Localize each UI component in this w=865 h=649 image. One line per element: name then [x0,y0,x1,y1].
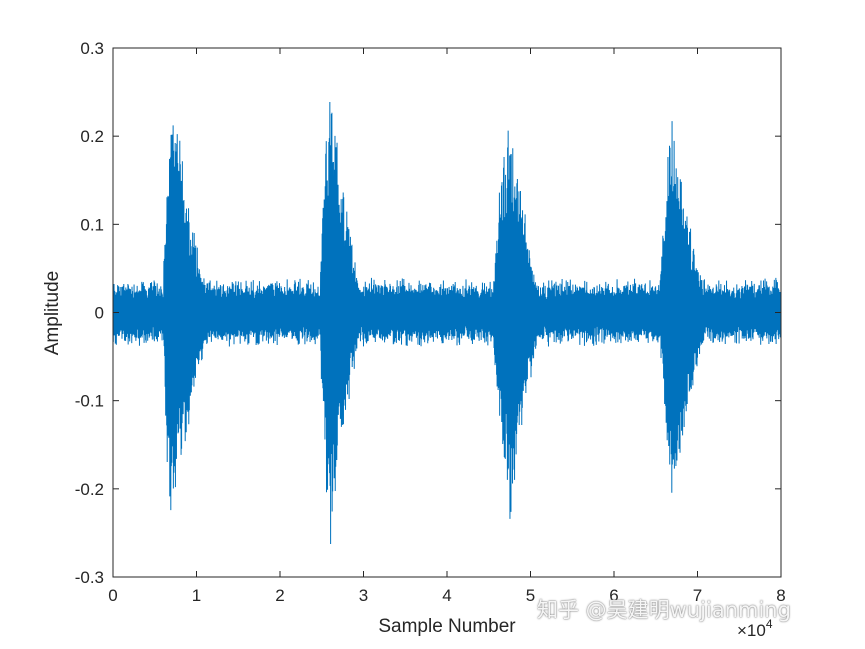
x-exponent-base: ×10 [737,621,766,640]
x-tick-label: 3 [359,586,368,605]
x-exponent-label: ×104 [737,617,773,640]
y-tick-label: 0.1 [80,215,104,234]
x-tick-label: 0 [108,586,117,605]
x-tick-label: 1 [192,586,201,605]
y-tick-label: 0.3 [80,39,104,58]
y-tick-label: -0.1 [75,392,104,411]
y-tick-label: 0 [95,304,104,323]
x-tick-label: 2 [275,586,284,605]
x-tick-label: 6 [609,586,618,605]
x-tick-label: 7 [693,586,702,605]
x-tick-label: 4 [442,586,451,605]
x-axis-label: Sample Number [378,616,516,637]
y-axis-label: Amplitude [42,271,63,356]
x-axis: 0 1 2 3 4 5 6 7 8 [108,48,786,605]
x-tick-label: 8 [776,586,785,605]
x-tick-label: 5 [526,586,535,605]
watermark: 知乎 @吴建明wujianming [537,598,791,622]
y-tick-label: -0.3 [75,568,104,587]
y-tick-label: -0.2 [75,480,104,499]
signal-series-line [112,102,782,544]
y-axis: 0.3 0.2 0.1 0 -0.1 -0.2 -0.3 [75,39,781,587]
y-tick-label: 0.2 [80,127,104,146]
plot-area [112,102,782,544]
x-exponent-power: 4 [766,617,773,631]
